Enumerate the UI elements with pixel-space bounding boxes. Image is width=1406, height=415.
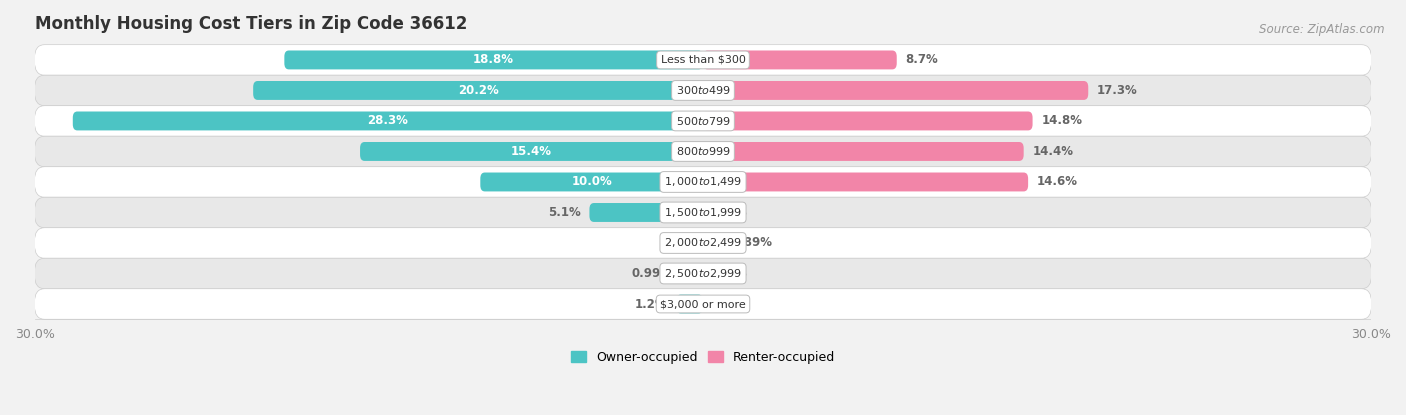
Text: 20.2%: 20.2% (458, 84, 499, 97)
Text: $500 to $799: $500 to $799 (675, 115, 731, 127)
FancyBboxPatch shape (703, 112, 1032, 130)
Text: 8.7%: 8.7% (905, 54, 938, 66)
Text: 15.4%: 15.4% (510, 145, 553, 158)
Text: $2,000 to $2,499: $2,000 to $2,499 (664, 237, 742, 249)
FancyBboxPatch shape (676, 295, 703, 313)
Text: 14.4%: 14.4% (1032, 145, 1074, 158)
Text: 0.0%: 0.0% (714, 206, 747, 219)
Text: 14.6%: 14.6% (1038, 176, 1078, 188)
FancyBboxPatch shape (703, 81, 1088, 100)
Text: 0.0%: 0.0% (714, 298, 747, 310)
FancyBboxPatch shape (703, 173, 1028, 191)
FancyBboxPatch shape (253, 81, 703, 100)
Text: 14.8%: 14.8% (1042, 115, 1083, 127)
FancyBboxPatch shape (284, 51, 703, 69)
Text: $3,000 or more: $3,000 or more (661, 299, 745, 309)
FancyBboxPatch shape (35, 167, 1371, 197)
Text: Monthly Housing Cost Tiers in Zip Code 36612: Monthly Housing Cost Tiers in Zip Code 3… (35, 15, 467, 33)
FancyBboxPatch shape (481, 173, 703, 191)
FancyBboxPatch shape (703, 142, 1024, 161)
Text: $800 to $999: $800 to $999 (675, 146, 731, 157)
FancyBboxPatch shape (35, 289, 1371, 319)
Text: 0.0%: 0.0% (714, 267, 747, 280)
FancyBboxPatch shape (35, 258, 1371, 289)
FancyBboxPatch shape (73, 112, 703, 130)
Text: 1.2%: 1.2% (634, 298, 668, 310)
Text: 0.99%: 0.99% (631, 267, 672, 280)
FancyBboxPatch shape (35, 45, 1371, 75)
FancyBboxPatch shape (35, 228, 1371, 258)
Text: 18.8%: 18.8% (474, 54, 515, 66)
Text: $1,000 to $1,499: $1,000 to $1,499 (664, 176, 742, 188)
Text: Less than $300: Less than $300 (661, 55, 745, 65)
FancyBboxPatch shape (35, 106, 1371, 136)
Text: $1,500 to $1,999: $1,500 to $1,999 (664, 206, 742, 219)
FancyBboxPatch shape (589, 203, 703, 222)
Text: 0.89%: 0.89% (731, 237, 773, 249)
Text: 17.3%: 17.3% (1097, 84, 1137, 97)
Text: 0.0%: 0.0% (659, 237, 692, 249)
FancyBboxPatch shape (703, 51, 897, 69)
FancyBboxPatch shape (35, 197, 1371, 228)
Text: $300 to $499: $300 to $499 (675, 84, 731, 96)
FancyBboxPatch shape (681, 264, 703, 283)
FancyBboxPatch shape (703, 234, 723, 252)
FancyBboxPatch shape (35, 75, 1371, 106)
Text: 5.1%: 5.1% (548, 206, 581, 219)
Text: 28.3%: 28.3% (367, 115, 408, 127)
Legend: Owner-occupied, Renter-occupied: Owner-occupied, Renter-occupied (567, 346, 839, 369)
FancyBboxPatch shape (35, 136, 1371, 167)
FancyBboxPatch shape (360, 142, 703, 161)
Text: $2,500 to $2,999: $2,500 to $2,999 (664, 267, 742, 280)
Text: 10.0%: 10.0% (571, 176, 612, 188)
Text: Source: ZipAtlas.com: Source: ZipAtlas.com (1260, 23, 1385, 36)
